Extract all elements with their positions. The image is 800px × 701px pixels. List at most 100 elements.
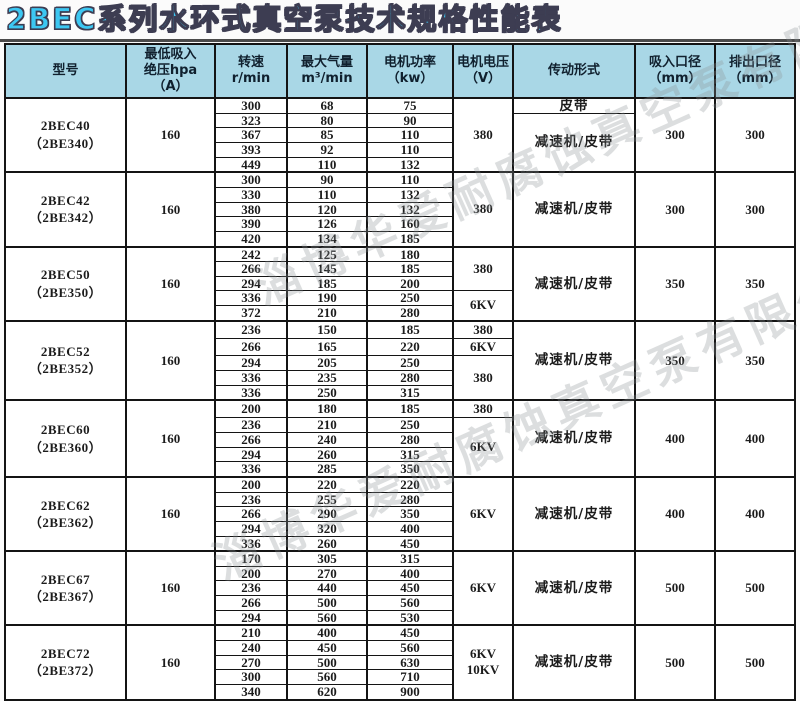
header-cell: 传动形式 xyxy=(512,43,636,99)
table-row: 240 450 560 xyxy=(5,640,795,656)
table-row: 294 260 315 xyxy=(5,446,795,463)
voltage-cell: 380 xyxy=(452,245,514,292)
power-cell: 280 xyxy=(366,369,454,386)
speed-cell: 294 xyxy=(214,609,288,627)
speed-cell: 294 xyxy=(214,275,288,292)
speed-cell: 236 xyxy=(214,491,288,508)
voltage-cell: 6KV xyxy=(452,417,514,478)
volume-cell: 260 xyxy=(286,446,368,463)
table-row: 266 165 220 6KV xyxy=(5,337,795,357)
speed-cell: 336 xyxy=(214,461,288,478)
voltage-cell: 6KV xyxy=(452,475,514,552)
volume-cell: 145 xyxy=(286,261,368,277)
speed-cell: 336 xyxy=(214,384,288,402)
power-cell: 220 xyxy=(366,337,454,357)
header-row: 型号 最低吸入 绝压hpa （A） 转速 r/min 最大气量 m³/min 电机功率 （kw）电… xyxy=(4,43,796,99)
volume-cell: 80 xyxy=(286,112,368,129)
speed-cell: 200 xyxy=(214,399,288,419)
volume-cell: 320 xyxy=(286,520,368,537)
model-cell: 2BEC72 （2BE372） xyxy=(4,624,127,701)
discharge-cell: 350 xyxy=(714,245,796,322)
model-cell: 2BEC42 （2BE342） xyxy=(4,171,127,248)
power-cell: 530 xyxy=(366,609,454,627)
speed-cell: 270 xyxy=(214,654,288,671)
pressure-cell: 160 xyxy=(125,475,216,552)
power-cell: 450 xyxy=(366,624,454,642)
volume-cell: 110 xyxy=(286,156,368,174)
speed-cell: 170 xyxy=(214,550,288,567)
header-cell: 型号 xyxy=(4,43,127,99)
volume-cell: 290 xyxy=(286,506,368,522)
power-cell: 160 xyxy=(366,216,454,232)
table-row: 2BEC42 （2BE342） 160 300 90 110 380 减速机/皮带 300 300 xyxy=(4,171,796,248)
table-row: 336 235 280 xyxy=(5,369,795,386)
suction-cell: 400 xyxy=(634,475,716,552)
volume-cell: 210 xyxy=(286,417,368,434)
power-cell: 132 xyxy=(366,201,454,218)
pressure-cell: 160 xyxy=(125,624,216,701)
suction-cell: 350 xyxy=(634,245,716,322)
header-cell: 最低吸入 绝压hpa （A） xyxy=(125,43,216,99)
header-cell: 排出口径 （mm） xyxy=(714,43,796,99)
pressure-cell: 160 xyxy=(125,550,216,626)
speed-cell: 300 xyxy=(214,171,288,188)
speed-cell: 210 xyxy=(214,624,288,642)
pressure-cell: 160 xyxy=(125,245,216,322)
power-cell: 250 xyxy=(366,355,454,371)
header-cell: 最大气量 m³/min xyxy=(286,43,368,99)
speed-cell: 330 xyxy=(214,186,288,203)
voltage-cell: 6KV xyxy=(452,337,514,357)
volume-cell: 85 xyxy=(286,127,368,144)
power-cell: 450 xyxy=(366,535,454,553)
volume-cell: 126 xyxy=(286,216,368,232)
speed-cell: 323 xyxy=(214,112,288,129)
voltage-cell: 6KV xyxy=(452,550,514,626)
volume-cell: 90 xyxy=(286,171,368,188)
power-cell: 350 xyxy=(366,506,454,522)
volume-cell: 150 xyxy=(286,319,368,339)
table-row: 200 270 400 xyxy=(5,565,795,582)
table-row: 266 290 350 xyxy=(5,506,795,522)
volume-cell: 260 xyxy=(286,535,368,553)
transmission-cell: 减速机/皮带 xyxy=(512,475,636,552)
speed-cell: 393 xyxy=(214,142,288,158)
volume-cell: 205 xyxy=(286,355,368,371)
volume-cell: 305 xyxy=(286,550,368,567)
header-cell: 吸入口径 （mm） xyxy=(634,43,716,99)
table-row: 236 440 450 xyxy=(5,580,795,597)
model-cell: 2BEC40 （2BE340） xyxy=(4,96,127,173)
suction-cell: 400 xyxy=(634,399,716,478)
header-cell: 电机功率 （kw） xyxy=(366,43,454,99)
discharge-cell: 350 xyxy=(714,319,796,401)
speed-cell: 336 xyxy=(214,369,288,386)
power-cell: 280 xyxy=(366,305,454,322)
table-row: 2BEC67 （2BE367） 160 170 305 315 6KV 减速机/皮带 500 50… xyxy=(4,550,796,626)
power-cell: 110 xyxy=(366,127,454,144)
voltage-cell: 380 xyxy=(452,171,514,248)
volume-cell: 134 xyxy=(286,230,368,248)
volume-cell: 110 xyxy=(286,186,368,203)
volume-cell: 500 xyxy=(286,595,368,611)
power-cell: 185 xyxy=(366,399,454,419)
power-cell: 180 xyxy=(366,245,454,263)
power-cell: 350 xyxy=(366,461,454,478)
voltage-cell: 380 xyxy=(452,355,514,401)
power-cell: 400 xyxy=(366,520,454,537)
suction-cell: 350 xyxy=(634,319,716,401)
transmission-cell: 减速机/皮带 xyxy=(512,624,636,701)
speed-cell: 266 xyxy=(214,432,288,448)
volume-cell: 235 xyxy=(286,369,368,386)
speed-cell: 294 xyxy=(214,446,288,463)
table-row: 2BEC50 （2BE350） 160 242 125 180 380 减速机/皮带 350 35… xyxy=(4,245,796,322)
power-cell: 185 xyxy=(366,261,454,277)
speed-cell: 240 xyxy=(214,640,288,656)
speed-cell: 236 xyxy=(214,580,288,597)
table-row: 372 210 280 xyxy=(5,305,795,322)
voltage-cell: 6KV 10KV xyxy=(452,624,514,701)
power-cell: 630 xyxy=(366,654,454,671)
power-cell: 450 xyxy=(366,580,454,597)
discharge-cell: 500 xyxy=(714,550,796,626)
volume-cell: 560 xyxy=(286,669,368,685)
table-row: 2BEC40 （2BE340） 160 300 68 75 380 皮带 300 300 xyxy=(4,96,796,173)
table-row: 336 190 250 6KV xyxy=(5,290,795,322)
